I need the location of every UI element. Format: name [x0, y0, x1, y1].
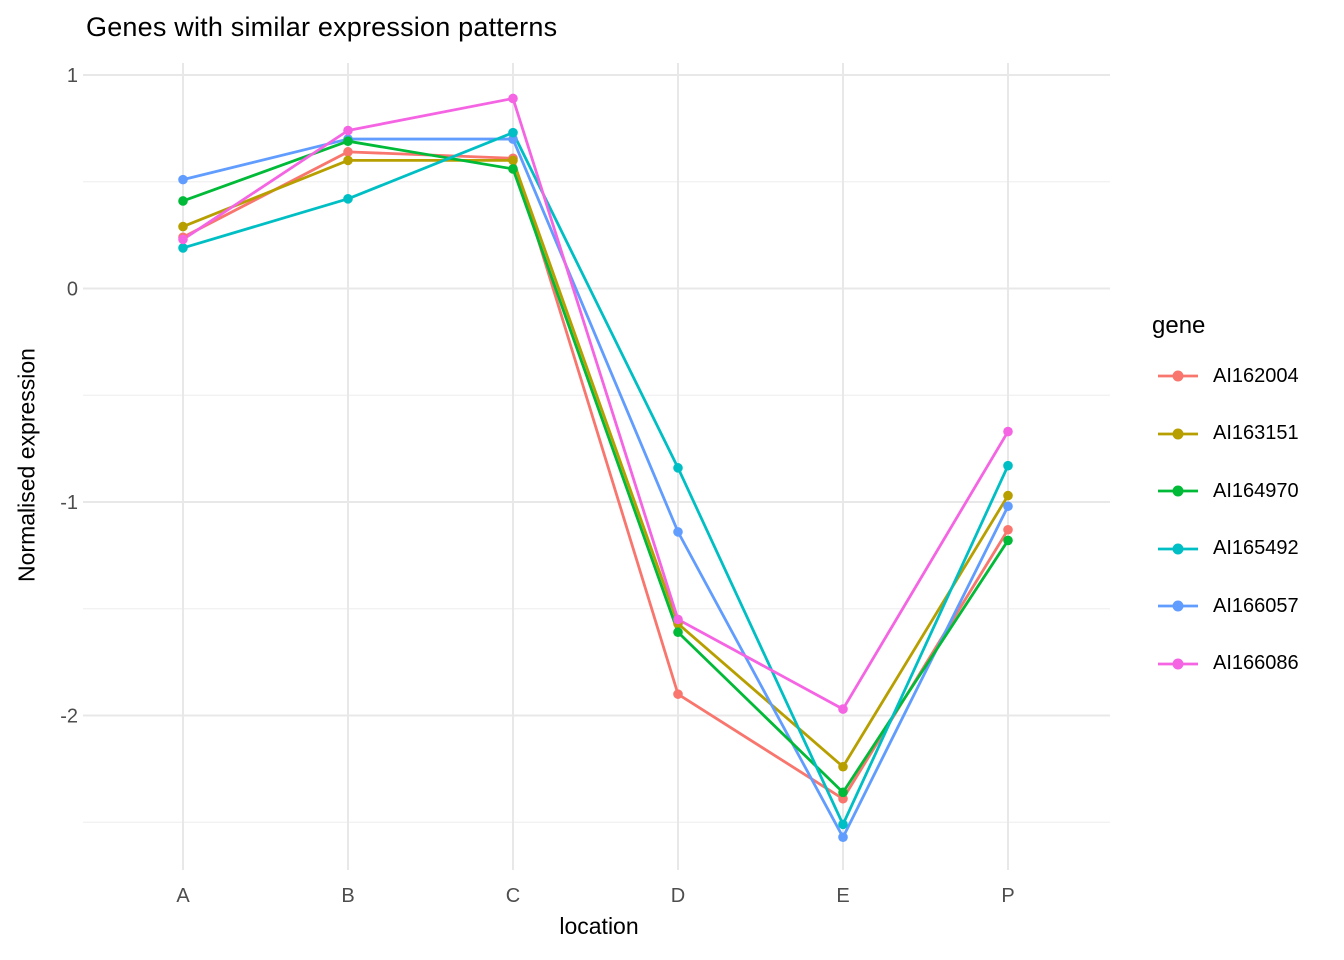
legend-item-AI164970: AI164970: [1156, 479, 1299, 503]
series-line-AI162004: [182, 150, 1010, 801]
legend-item-AI163151: AI163151: [1156, 422, 1299, 446]
legend-label: AI162004: [1213, 364, 1299, 387]
x-tick-label: D: [671, 885, 685, 907]
x-tick-label: A: [176, 885, 190, 907]
legend-title: gene: [1152, 312, 1206, 339]
data-point-AI165492: [178, 243, 188, 253]
data-point-AI165492: [838, 819, 848, 830]
data-point-AI166057: [1003, 501, 1013, 512]
series-line-AI165492: [182, 131, 1010, 826]
data-point-AI166057: [673, 527, 683, 537]
data-point-AI165492: [673, 463, 683, 473]
legend-item-AI166057: AI166057: [1156, 594, 1299, 618]
legend-label: AI163151: [1213, 422, 1299, 444]
data-point-AI166057: [178, 174, 188, 185]
data-point-AI163151: [838, 761, 848, 772]
y-tick-label: -1: [60, 492, 78, 514]
data-point-AI165492: [1003, 460, 1013, 471]
legend-label: AI164970: [1213, 479, 1299, 502]
series-line-AI166057: [182, 137, 1010, 839]
data-point-AI164970: [1003, 535, 1013, 546]
x-tick-label: B: [341, 885, 354, 907]
legend-key-icon: [1158, 485, 1198, 497]
series-line-AI163151: [182, 158, 1010, 769]
legend-item-AI162004: AI162004: [1156, 364, 1299, 388]
x-tick-label: E: [836, 885, 849, 907]
x-axis-title: location: [559, 913, 639, 939]
legend-label: AI165492: [1213, 537, 1299, 559]
data-point-AI166086: [508, 93, 518, 104]
legend-label: AI166057: [1213, 594, 1299, 617]
y-axis-title: Normalised expression: [13, 348, 40, 582]
data-point-AI166057: [838, 832, 848, 842]
y-tick-label: 1: [67, 65, 78, 87]
series-line-AI166086: [182, 97, 1010, 711]
x-tick-label: C: [506, 885, 520, 907]
data-point-AI164970: [508, 164, 518, 174]
data-point-AI164970: [673, 627, 683, 638]
data-point-AI163151: [1003, 490, 1013, 501]
data-point-AI163151: [508, 155, 518, 166]
legend-key-icon: [1158, 543, 1198, 554]
data-point-AI162004: [673, 689, 683, 699]
series-line-AI164970: [182, 139, 1010, 794]
data-point-AI165492: [508, 127, 518, 138]
legend-item-AI166086: AI166086: [1156, 652, 1299, 676]
y-tick-label: -2: [60, 706, 78, 728]
data-point-AI162004: [343, 147, 353, 157]
data-point-AI163151: [343, 155, 353, 166]
data-point-AI162004: [1003, 524, 1013, 535]
data-point-AI166086: [673, 614, 683, 625]
legend-key-icon: [1158, 428, 1198, 439]
data-point-AI163151: [178, 221, 188, 232]
data-point-AI166086: [343, 125, 353, 136]
data-point-AI164970: [343, 136, 353, 146]
y-tick-label: 0: [67, 279, 78, 301]
legend-key-icon: [1158, 370, 1198, 382]
legend-item-AI165492: AI165492: [1156, 537, 1299, 561]
legend-key-icon: [1158, 658, 1198, 669]
legend-key-icon: [1158, 600, 1198, 612]
data-point-AI166086: [1003, 426, 1013, 437]
data-point-AI164970: [838, 787, 848, 798]
x-tick-label: P: [1001, 885, 1014, 907]
data-point-AI164970: [178, 196, 188, 206]
legend-label: AI166086: [1213, 652, 1299, 674]
data-point-AI165492: [343, 194, 353, 204]
chart-title: Genes with similar expression patterns: [86, 12, 558, 42]
data-point-AI166086: [178, 234, 188, 245]
data-point-AI166086: [838, 704, 848, 714]
